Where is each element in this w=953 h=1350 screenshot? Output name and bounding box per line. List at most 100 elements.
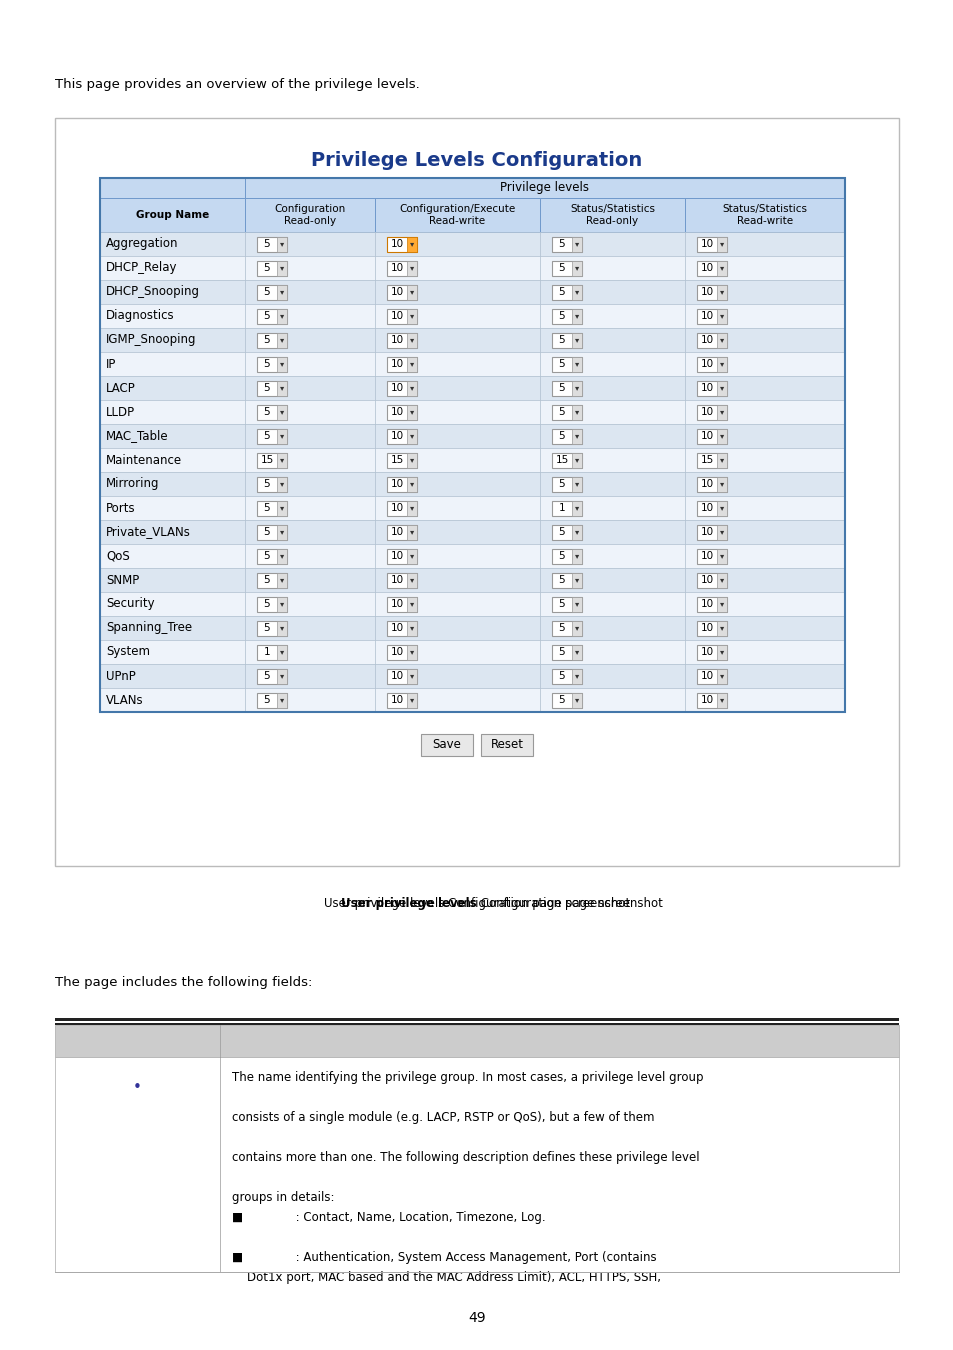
Text: ▾: ▾ <box>720 504 723 513</box>
Text: ▾: ▾ <box>410 263 414 273</box>
Bar <box>245 400 375 424</box>
Bar <box>256 525 287 540</box>
Bar <box>100 198 245 232</box>
Text: ▾: ▾ <box>410 288 414 297</box>
Bar <box>684 328 844 352</box>
Text: User privilege levels: User privilege levels <box>341 898 476 910</box>
Text: 5: 5 <box>263 431 270 441</box>
Text: ▾: ▾ <box>279 575 284 585</box>
Text: 5: 5 <box>558 383 565 393</box>
Bar <box>552 668 581 683</box>
Text: The page includes the following fields:: The page includes the following fields: <box>55 976 312 990</box>
Text: 5: 5 <box>558 647 565 657</box>
Bar <box>552 285 581 300</box>
Bar <box>256 548 287 563</box>
Text: Configuration
Read-only: Configuration Read-only <box>274 204 345 225</box>
Text: Dot1x port, MAC based and the MAC Address Limit), ACL, HTTPS, SSH,: Dot1x port, MAC based and the MAC Addres… <box>232 1270 660 1284</box>
Text: ▾: ▾ <box>720 575 723 585</box>
Bar <box>407 693 416 707</box>
Bar <box>256 621 287 636</box>
Bar <box>276 356 287 371</box>
Bar <box>552 356 581 371</box>
Text: ▾: ▾ <box>410 624 414 633</box>
Bar <box>375 377 539 400</box>
Bar <box>697 285 726 300</box>
Bar <box>375 520 539 544</box>
Bar <box>245 424 375 448</box>
Bar <box>276 452 287 467</box>
Bar <box>552 381 581 396</box>
Bar <box>572 668 581 683</box>
Bar <box>407 381 416 396</box>
Text: 10: 10 <box>700 526 713 537</box>
Bar <box>375 279 539 304</box>
Bar <box>684 400 844 424</box>
Text: 5: 5 <box>263 288 270 297</box>
Text: Aggregation: Aggregation <box>106 238 178 251</box>
Text: ▾: ▾ <box>720 312 723 320</box>
Bar <box>684 256 844 279</box>
Bar <box>245 198 375 232</box>
Bar <box>387 644 416 660</box>
Bar <box>375 544 539 568</box>
Text: ▾: ▾ <box>575 408 578 417</box>
Bar <box>407 668 416 683</box>
Bar <box>100 568 245 593</box>
Text: ▾: ▾ <box>410 239 414 248</box>
Bar <box>387 381 416 396</box>
Text: ▾: ▾ <box>279 695 284 705</box>
Bar <box>480 734 533 756</box>
Text: Diagnostics: Diagnostics <box>106 309 174 323</box>
Text: ▾: ▾ <box>575 648 578 656</box>
Text: 5: 5 <box>558 288 565 297</box>
Text: 5: 5 <box>263 504 270 513</box>
Bar <box>572 621 581 636</box>
Bar <box>684 352 844 377</box>
Bar <box>407 501 416 516</box>
Text: 10: 10 <box>390 671 403 680</box>
Text: 10: 10 <box>390 504 403 513</box>
Bar <box>276 693 287 707</box>
Bar <box>552 572 581 587</box>
Text: ▾: ▾ <box>720 671 723 680</box>
Text: 10: 10 <box>700 263 713 273</box>
Text: Security: Security <box>106 598 154 610</box>
Text: ▾: ▾ <box>575 239 578 248</box>
Text: ▾: ▾ <box>720 479 723 489</box>
Text: ▾: ▾ <box>410 695 414 705</box>
Text: ▾: ▾ <box>279 383 284 393</box>
Bar <box>375 232 539 256</box>
Bar <box>256 644 287 660</box>
Text: ▾: ▾ <box>410 528 414 536</box>
Text: ▾: ▾ <box>720 552 723 560</box>
Bar <box>387 309 416 324</box>
Bar <box>100 352 245 377</box>
Bar <box>572 644 581 660</box>
Bar <box>375 448 539 472</box>
Text: System: System <box>106 645 150 659</box>
Bar <box>256 693 287 707</box>
Bar <box>697 428 726 444</box>
Text: 10: 10 <box>390 695 403 705</box>
Text: ▾: ▾ <box>410 336 414 344</box>
Bar <box>539 352 684 377</box>
Text: DHCP_Snooping: DHCP_Snooping <box>106 285 200 298</box>
Text: ▾: ▾ <box>720 599 723 609</box>
Bar <box>572 405 581 420</box>
Bar <box>256 668 287 683</box>
Bar <box>539 256 684 279</box>
Bar <box>276 572 287 587</box>
Bar <box>552 621 581 636</box>
Text: ▾: ▾ <box>279 263 284 273</box>
Bar <box>407 332 416 347</box>
Bar <box>245 495 375 520</box>
Text: ▾: ▾ <box>410 648 414 656</box>
Bar <box>572 572 581 587</box>
Bar <box>276 381 287 396</box>
Bar <box>276 309 287 324</box>
Bar <box>552 236 581 251</box>
Text: IP: IP <box>106 358 116 370</box>
Text: 5: 5 <box>263 622 270 633</box>
Bar <box>407 356 416 371</box>
Text: IGMP_Snooping: IGMP_Snooping <box>106 333 196 347</box>
